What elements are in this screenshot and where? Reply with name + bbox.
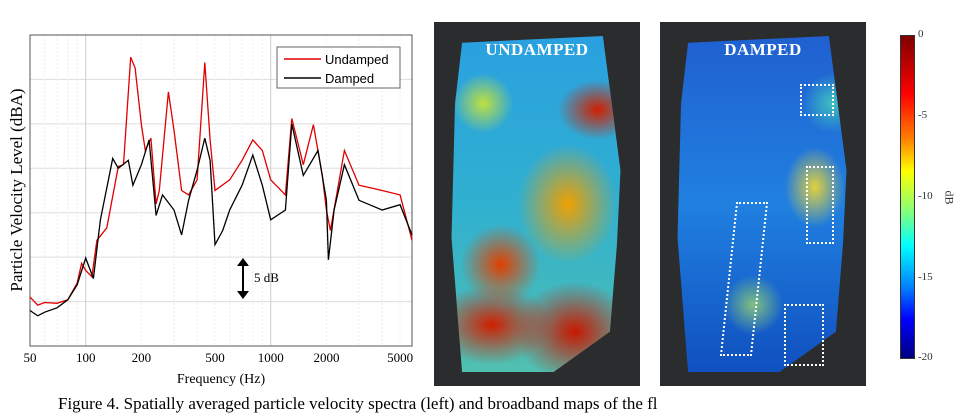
x-tick-label: 100 [76, 350, 96, 365]
x-axis-label: Frequency (Hz) [177, 372, 266, 387]
colorbar-tick: 0 [918, 28, 924, 40]
undamped-map: UNDAMPED [434, 22, 640, 386]
x-tick-label: 50 [24, 350, 37, 365]
colorbar-tick: -15 [918, 271, 933, 283]
legend: Undamped Damped [276, 46, 401, 89]
colorbar [900, 35, 915, 359]
colorbar-tick: -20 [918, 351, 933, 363]
region-box [806, 166, 834, 244]
legend-label-undamped: Undamped [325, 52, 389, 67]
legend-label-damped: Damped [325, 71, 374, 86]
series-line-damped [29, 123, 413, 317]
x-tick-label: 1000 [258, 350, 284, 365]
colorbar-unit: dB [942, 190, 957, 205]
colorbar-tick: -5 [918, 109, 928, 121]
damped-map: DAMPED [660, 22, 866, 386]
scale-annotation: 5 dB [237, 258, 279, 299]
x-tick-label: 500 [205, 350, 225, 365]
undamped-label: UNDAMPED [485, 40, 589, 59]
damped-label: DAMPED [724, 40, 802, 59]
y-axis-label: Particle Velocity Level (dBA) [7, 88, 26, 291]
x-tick-label: 200 [132, 350, 152, 365]
annotation-5db: 5 dB [254, 270, 279, 285]
plot-frame [29, 34, 413, 347]
series-line-undamped [29, 56, 413, 306]
region-box [784, 304, 824, 366]
x-tick-label: 2000 [313, 350, 339, 365]
x-tick-label: 5000 [387, 350, 413, 365]
colorbar-tick: -10 [918, 190, 933, 202]
spectrum-chart: 50 100 200 500 1000 2000 5000 Frequency (Hz) P… [7, 34, 413, 387]
figure-caption: Figure 4. Spatially averaged particle ve… [58, 394, 658, 413]
region-box [800, 84, 834, 116]
